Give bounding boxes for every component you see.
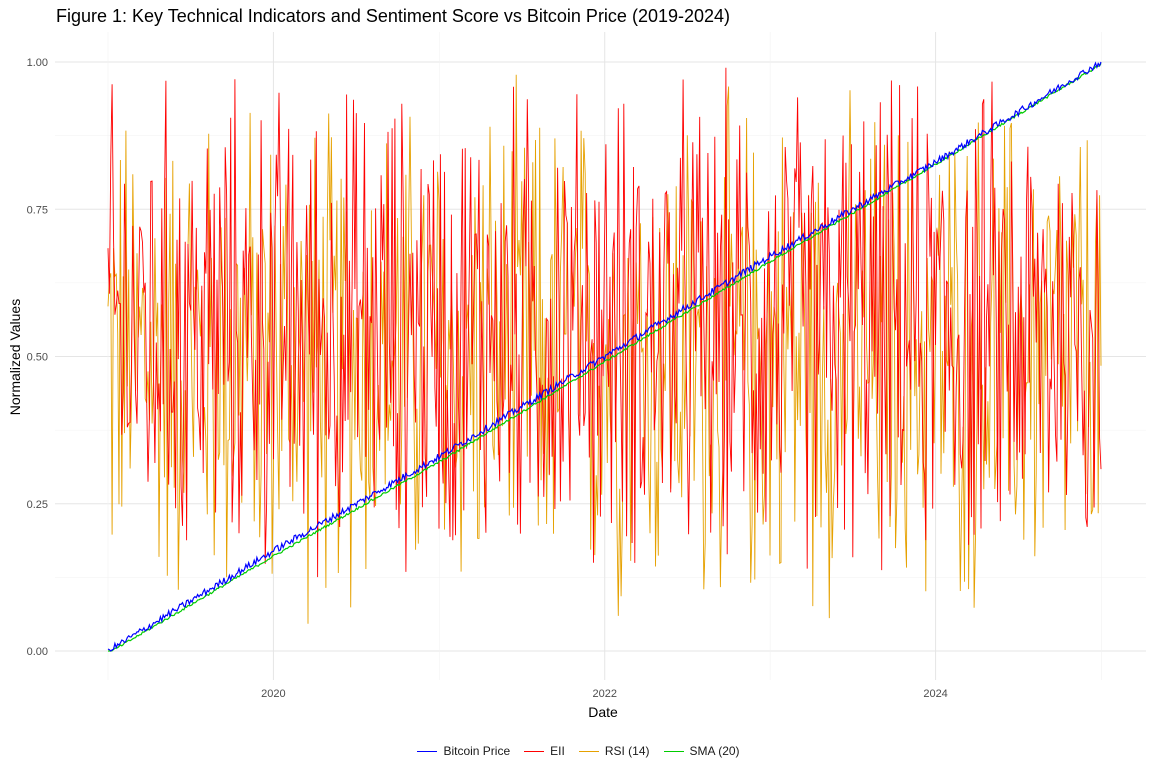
legend-key [524,750,545,752]
x-ticks: 2020 2022 2024 [261,688,948,700]
y-tick-label: 0.25 [27,499,48,511]
y-tick-label: 0.50 [27,352,48,364]
legend-label: Bitcoin Price [443,744,511,758]
x-axis-title: Date [588,704,618,720]
legend-label: RSI (14) [604,744,650,758]
x-tick-label: 2024 [923,688,947,700]
chart-title: Figure 1: Key Technical Indicators and S… [56,6,731,26]
legend-item: EII [524,744,565,758]
y-tick-label: 0.75 [27,204,48,216]
legend-key [417,750,438,752]
y-tick-label: 1.00 [27,57,48,69]
legend-label: SMA (20) [689,744,740,758]
series-line-eii [107,67,1102,578]
legend: Bitcoin Price EII RSI (14) SMA (20) [0,744,1157,758]
y-ticks: 0.00 0.25 0.50 0.75 1.00 [27,57,48,658]
legend-key [663,750,684,752]
series-line-bitcoin-price [107,61,1102,652]
legend-label: EII [550,744,565,758]
legend-item: RSI (14) [578,744,650,758]
y-tick-label: 0.00 [27,646,48,658]
legend-item: SMA (20) [663,744,740,758]
x-tick-label: 2020 [261,688,285,700]
legend-item: Bitcoin Price [417,744,510,758]
legend-key [578,750,599,752]
series-layer [107,61,1102,652]
x-tick-label: 2022 [592,688,616,700]
y-axis-title: Normalized Values [7,299,23,415]
chart-area: 0.00 0.25 0.50 0.75 1.00 2020 2022 2024 Date N… [7,32,1146,720]
